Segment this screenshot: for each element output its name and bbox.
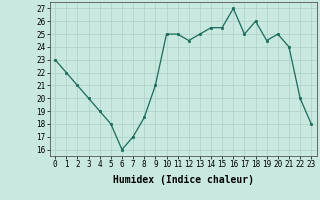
- X-axis label: Humidex (Indice chaleur): Humidex (Indice chaleur): [113, 175, 254, 185]
